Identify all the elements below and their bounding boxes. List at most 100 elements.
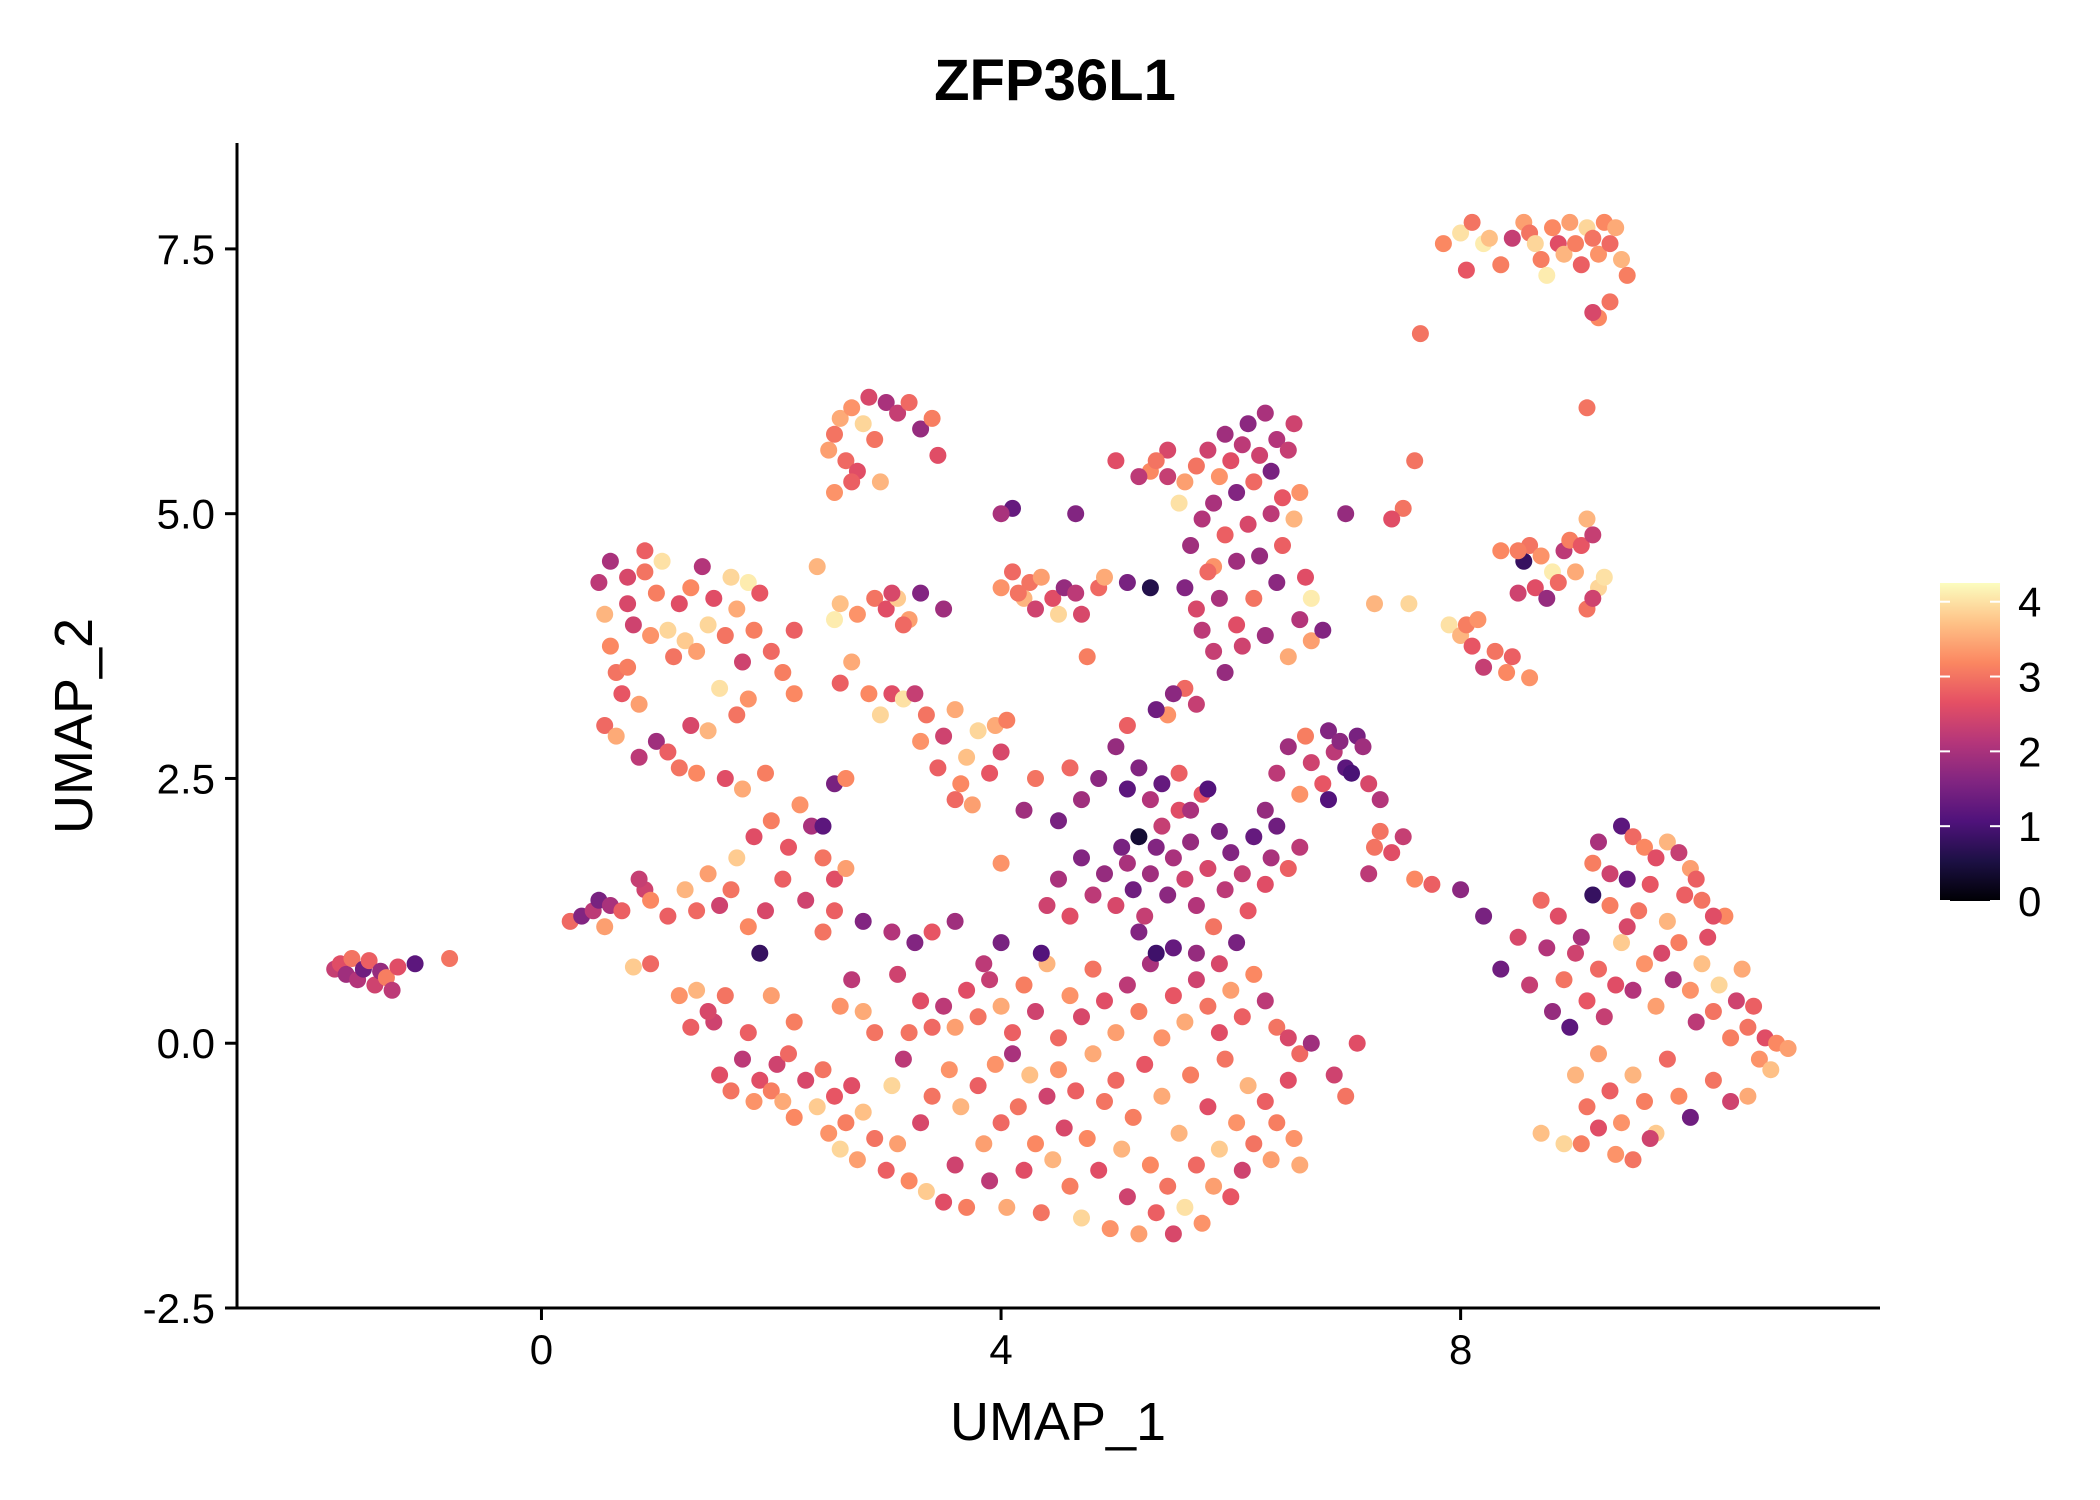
cell-point bbox=[1256, 627, 1274, 644]
cell-point bbox=[1647, 997, 1665, 1015]
cell-point bbox=[1469, 611, 1487, 629]
cell-point bbox=[1538, 266, 1556, 284]
cell-point bbox=[1193, 621, 1211, 639]
cell-point bbox=[981, 971, 999, 989]
cell-point bbox=[1061, 759, 1079, 777]
cell-point bbox=[751, 584, 769, 602]
cell-point bbox=[1285, 510, 1303, 528]
cell-point bbox=[820, 1124, 838, 1142]
cell-point bbox=[785, 1013, 803, 1031]
cell-point bbox=[1147, 1204, 1165, 1222]
cell-point bbox=[1354, 738, 1372, 756]
cell-point bbox=[670, 759, 688, 777]
cell-point bbox=[1027, 1003, 1044, 1020]
cell-point bbox=[1624, 828, 1642, 846]
cell-point bbox=[1302, 632, 1320, 650]
cell-point bbox=[843, 1077, 861, 1095]
cell-point bbox=[843, 399, 861, 417]
cell-point bbox=[1670, 1087, 1688, 1105]
cell-point bbox=[1584, 304, 1602, 321]
cell-point bbox=[1004, 1045, 1021, 1063]
cell-point bbox=[1687, 1013, 1705, 1031]
cell-point bbox=[1722, 1093, 1740, 1110]
cell-point bbox=[619, 658, 637, 676]
cell-point bbox=[1187, 600, 1205, 618]
cell-point bbox=[1681, 1108, 1699, 1126]
cell-point bbox=[923, 923, 941, 941]
cell-point bbox=[1544, 219, 1561, 237]
cell-point bbox=[1745, 997, 1763, 1015]
cell-point bbox=[1641, 1130, 1659, 1147]
cell-point bbox=[1601, 1082, 1619, 1100]
cell-point bbox=[1027, 1135, 1044, 1153]
cell-point bbox=[1153, 817, 1171, 835]
cell-point bbox=[682, 717, 700, 734]
cell-point bbox=[1164, 1225, 1182, 1243]
cell-point bbox=[745, 1093, 763, 1110]
cell-point bbox=[1348, 1034, 1366, 1052]
cell-point bbox=[1159, 441, 1177, 459]
cell-point bbox=[826, 902, 843, 920]
cell-point bbox=[1262, 1151, 1280, 1169]
cell-point bbox=[613, 685, 631, 703]
cell-point bbox=[1073, 791, 1090, 809]
cell-point bbox=[1463, 213, 1481, 231]
cell-point bbox=[900, 1024, 918, 1042]
cell-point bbox=[1118, 1188, 1136, 1206]
cell-point bbox=[596, 605, 614, 623]
cell-point bbox=[762, 987, 780, 1005]
cell-point bbox=[940, 1061, 958, 1079]
cell-point bbox=[1067, 1082, 1085, 1100]
cell-point bbox=[1475, 907, 1493, 925]
cell-point bbox=[854, 415, 872, 433]
cell-point bbox=[1262, 505, 1280, 523]
cell-point bbox=[1693, 891, 1711, 909]
cell-point bbox=[1383, 844, 1401, 862]
cell-point bbox=[642, 891, 660, 909]
cell-point bbox=[1647, 849, 1665, 867]
cell-point bbox=[986, 1055, 1004, 1073]
cell-point bbox=[1704, 1003, 1722, 1020]
cell-point bbox=[1291, 1156, 1309, 1174]
cell-point bbox=[1555, 971, 1573, 989]
cell-point bbox=[1664, 971, 1682, 989]
cell-point bbox=[659, 621, 677, 639]
cell-point bbox=[975, 955, 993, 973]
cell-point bbox=[1492, 960, 1510, 978]
cell-point bbox=[889, 1135, 907, 1153]
cell-point bbox=[647, 584, 665, 602]
cell-point bbox=[1118, 574, 1136, 591]
cell-point bbox=[958, 1198, 976, 1216]
cell-point bbox=[877, 600, 895, 618]
cell-point bbox=[814, 923, 832, 941]
cell-point bbox=[1170, 764, 1188, 782]
cell-point bbox=[716, 627, 734, 644]
cell-point bbox=[1055, 1119, 1073, 1137]
cell-point bbox=[1521, 976, 1539, 994]
cell-point bbox=[1118, 976, 1136, 994]
cell-point bbox=[1101, 1220, 1119, 1238]
cell-point bbox=[739, 690, 757, 708]
cell-point bbox=[1618, 918, 1636, 936]
cell-point bbox=[774, 870, 792, 888]
cell-point bbox=[1624, 1066, 1642, 1084]
cell-point bbox=[1130, 1003, 1148, 1020]
cell-point bbox=[1113, 1140, 1131, 1158]
cell-point bbox=[1371, 791, 1389, 809]
cell-point bbox=[826, 484, 843, 501]
cell-point bbox=[1509, 542, 1527, 560]
cell-point bbox=[1733, 960, 1751, 978]
cell-point bbox=[624, 958, 642, 976]
cell-point bbox=[659, 743, 677, 761]
cell-point bbox=[1032, 1204, 1050, 1222]
cell-point bbox=[1532, 251, 1550, 268]
cell-point bbox=[1366, 595, 1383, 613]
cell-point bbox=[1038, 1087, 1056, 1105]
cell-point bbox=[1578, 1098, 1596, 1116]
cell-point bbox=[1463, 637, 1481, 655]
cell-point bbox=[722, 881, 740, 899]
cell-point bbox=[969, 722, 987, 740]
cell-point bbox=[785, 685, 803, 703]
cell-point bbox=[728, 706, 746, 724]
cell-point bbox=[642, 627, 660, 644]
